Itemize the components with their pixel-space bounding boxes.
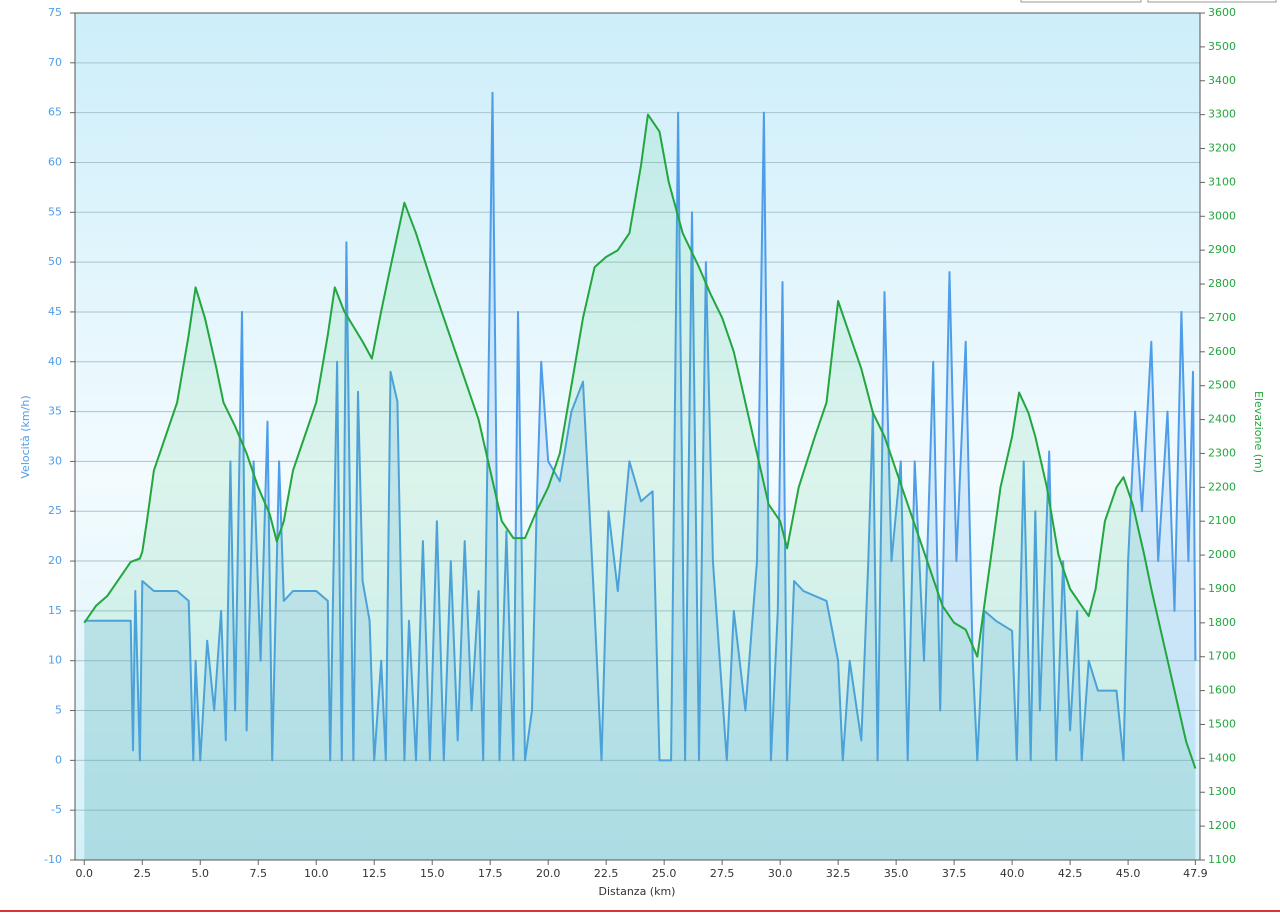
y2-tick-label: 3600 [1208,6,1236,19]
y-tick-label: 25 [48,504,62,517]
y-tick-label: 10 [48,654,62,667]
y2-tick-label: 1300 [1208,785,1236,798]
data-line [84,91,1197,762]
x-tick-label: 32.5 [826,867,851,880]
x-tick-label: 47.9 [1183,867,1208,880]
y2-tick-label: 2300 [1208,446,1236,459]
y2-tick-label: 1100 [1208,853,1236,866]
y2-tick-label: 1800 [1208,616,1236,629]
y2-tick-label: 1900 [1208,582,1236,595]
x-tick-label: 30.0 [768,867,793,880]
plot-frame [74,12,1201,861]
y-tick-label: 50 [48,255,62,268]
y-tick-label: 60 [48,155,62,168]
x-tick-label: 7.5 [249,867,267,880]
y-tick-label: 0 [55,753,62,766]
y2-axis-title: Elevazione (m) [1252,391,1265,473]
x-tick-label: 5.0 [192,867,210,880]
y2-tick-label: 3100 [1208,175,1236,188]
x-tick-label: 37.5 [942,867,967,880]
x-tick-label: 42.5 [1058,867,1083,880]
bottom-border [0,910,1280,912]
y2-tick-label: 3400 [1208,74,1236,87]
y2-tick-label: 1700 [1208,650,1236,663]
button[interactable] [1020,0,1142,3]
y2-tick-label: 3500 [1208,40,1236,53]
y2-tick-label: 2900 [1208,243,1236,256]
y-tick-label: -5 [51,803,62,816]
y2-tick-label: 2700 [1208,311,1236,324]
y-tick-label: 65 [48,106,62,119]
x-tick-label: 17.5 [478,867,503,880]
y-tick-label: 45 [48,305,62,318]
x-tick-label: 15.0 [420,867,445,880]
y2-tick-label: 2800 [1208,277,1236,290]
y-tick-label: 40 [48,355,62,368]
button[interactable] [1147,0,1277,3]
y2-tick-label: 2600 [1208,345,1236,358]
x-tick-label: 20.0 [536,867,561,880]
y-tick-label: -10 [44,853,62,866]
y-tick-label: 70 [48,56,62,69]
y2-tick-label: 2400 [1208,413,1236,426]
x-tick-label: 45.0 [1116,867,1141,880]
x-tick-label: 27.5 [710,867,735,880]
x-tick-label: 12.5 [362,867,387,880]
y-tick-label: 35 [48,405,62,418]
x-tick-label: 2.5 [134,867,152,880]
y-tick-label: 5 [55,704,62,717]
y-tick-label: 30 [48,454,62,467]
data-line [83,113,1197,769]
area-fill [84,92,1196,860]
y2-tick-label: 1200 [1208,819,1236,832]
x-tick-label: 25.0 [652,867,677,880]
y2-tick-label: 2000 [1208,548,1236,561]
y2-tick-label: 3000 [1208,209,1236,222]
y-tick-label: 75 [48,6,62,19]
y-tick-label: 15 [48,604,62,617]
y2-tick-label: 3200 [1208,142,1236,155]
y-axis-title: Velocità (km/h) [19,395,32,478]
y-tick-label: 20 [48,554,62,567]
x-tick-label: 0.0 [76,867,94,880]
y2-tick-label: 3300 [1208,108,1236,121]
y2-tick-label: 1400 [1208,751,1236,764]
x-tick-label: 40.0 [1000,867,1025,880]
y2-tick-label: 2100 [1208,514,1236,527]
y2-tick-label: 2200 [1208,480,1236,493]
y2-tick-label: 2500 [1208,379,1236,392]
x-axis-title: Distanza (km) [599,885,676,898]
x-tick-label: 10.0 [304,867,329,880]
x-tick-label: 22.5 [594,867,619,880]
area-fill [84,114,1196,861]
x-tick-label: 35.0 [884,867,909,880]
y2-tick-label: 1500 [1208,717,1236,730]
y-tick-label: 55 [48,205,62,218]
y2-tick-label: 1600 [1208,684,1236,697]
